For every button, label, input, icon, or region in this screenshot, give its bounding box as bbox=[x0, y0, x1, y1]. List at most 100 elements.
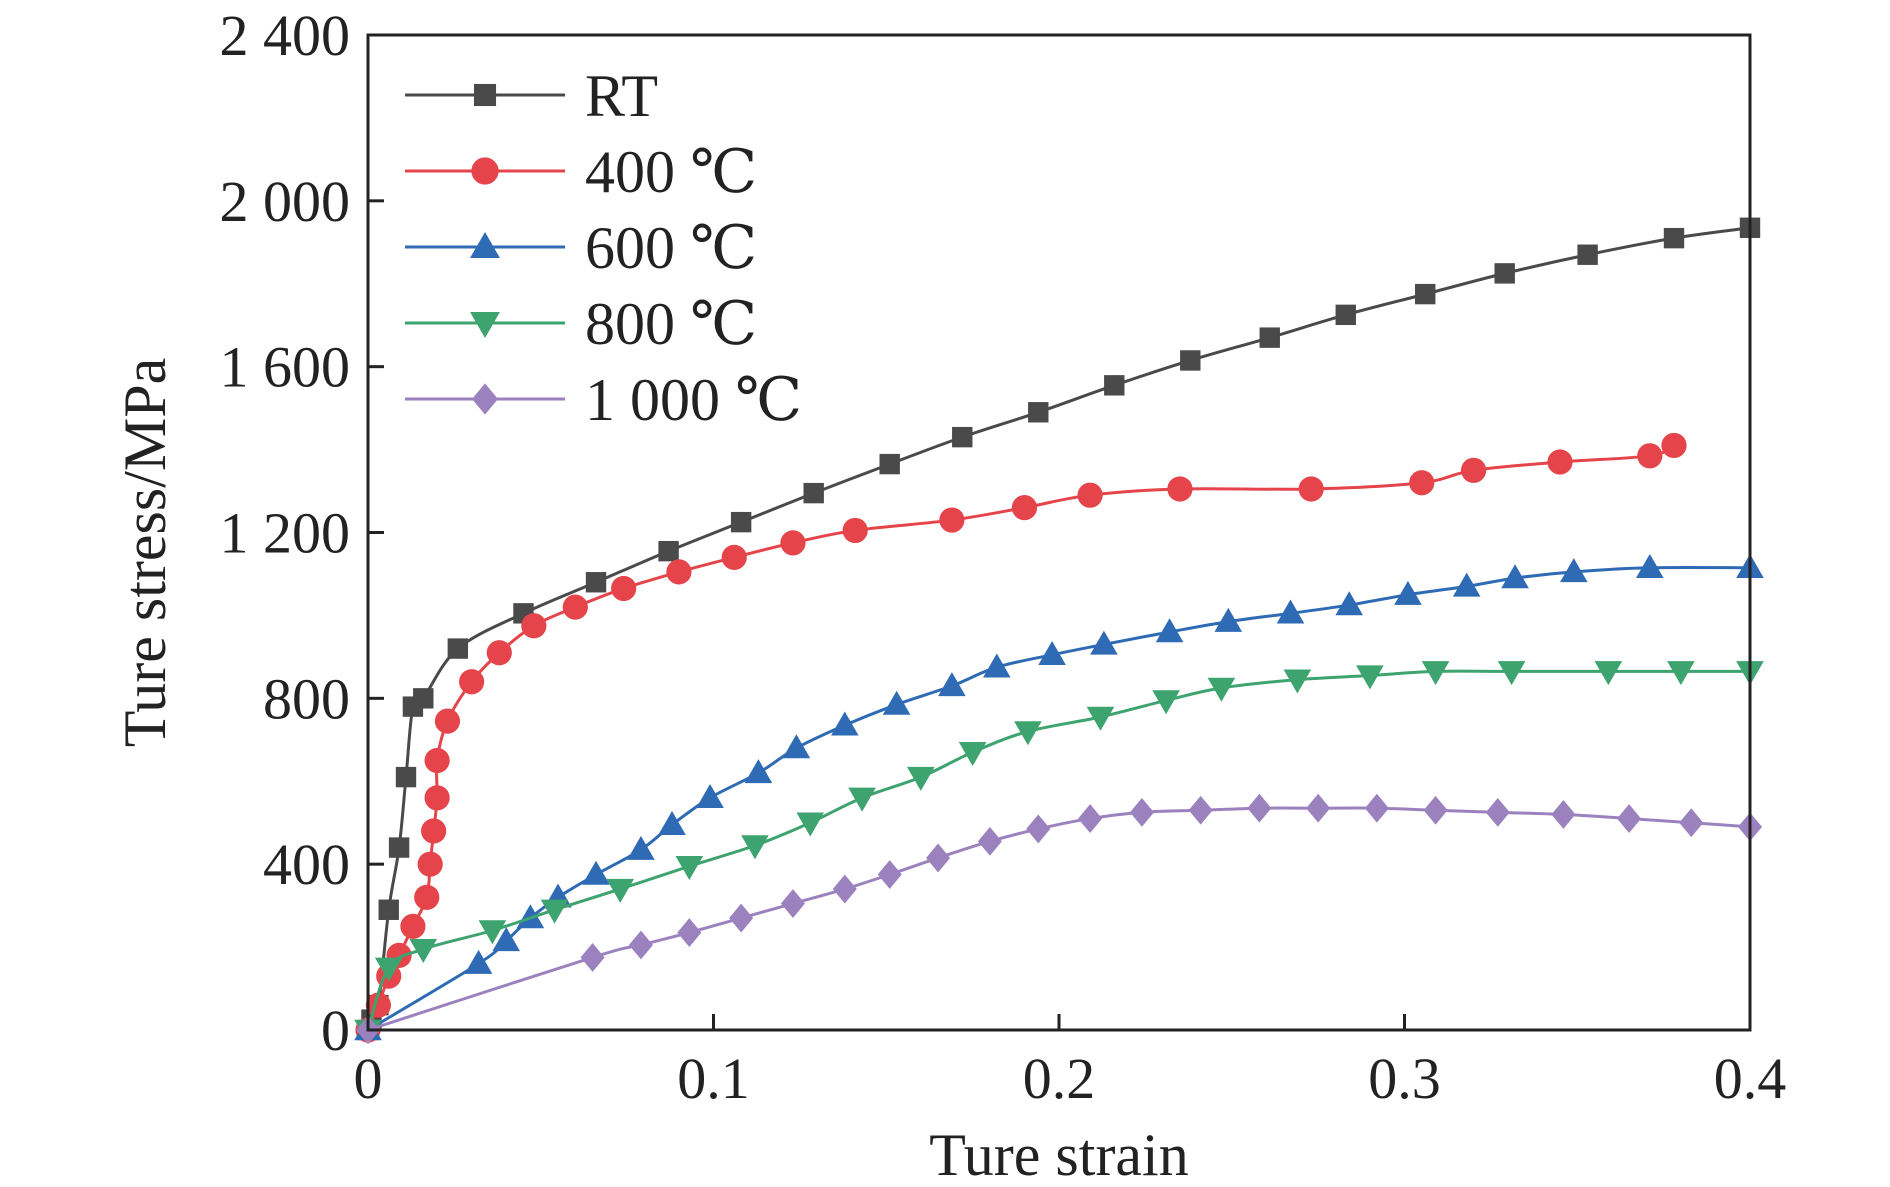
data-point bbox=[1026, 814, 1051, 844]
data-point bbox=[939, 507, 965, 533]
data-point bbox=[424, 747, 450, 774]
data-point bbox=[1078, 804, 1103, 833]
data-point bbox=[1394, 580, 1422, 605]
data-point bbox=[666, 559, 692, 585]
data-point bbox=[516, 904, 545, 929]
data-point bbox=[977, 826, 1002, 856]
data-point bbox=[1086, 706, 1115, 731]
legend-marker bbox=[471, 157, 499, 185]
data-point bbox=[1409, 470, 1435, 496]
data-point bbox=[1637, 443, 1663, 469]
data-point bbox=[486, 640, 512, 666]
data-point bbox=[1155, 618, 1184, 643]
data-point bbox=[521, 613, 547, 639]
legend-item: 400 ℃ bbox=[405, 139, 757, 205]
legend-item: 800 ℃ bbox=[405, 291, 757, 357]
data-point bbox=[1188, 795, 1213, 825]
data-point bbox=[1152, 690, 1180, 715]
data-point bbox=[447, 638, 469, 659]
data-point bbox=[952, 426, 973, 448]
data-point bbox=[1551, 800, 1576, 829]
legend-item: 1 000 ℃ bbox=[405, 367, 802, 433]
data-point bbox=[628, 930, 653, 960]
data-point bbox=[378, 899, 399, 920]
data-point bbox=[658, 540, 679, 562]
x-tick-label: 0.2 bbox=[1023, 1046, 1096, 1111]
data-point bbox=[1011, 495, 1038, 521]
data-point bbox=[1663, 227, 1685, 249]
y-tick-label: 2 000 bbox=[220, 169, 351, 234]
data-point bbox=[1636, 553, 1664, 578]
data-point bbox=[374, 957, 403, 982]
data-point bbox=[842, 517, 868, 544]
data-point bbox=[1247, 793, 1272, 823]
data-point bbox=[388, 837, 410, 858]
data-point bbox=[611, 575, 637, 602]
data-point bbox=[830, 711, 859, 736]
data-point bbox=[1306, 793, 1331, 823]
data-point bbox=[540, 899, 569, 924]
data-point bbox=[803, 482, 824, 504]
data-point bbox=[1335, 591, 1364, 616]
data-point bbox=[1594, 661, 1623, 686]
data-point bbox=[1276, 599, 1305, 624]
data-point bbox=[395, 766, 417, 788]
data-point bbox=[1090, 630, 1118, 655]
data-point bbox=[413, 688, 434, 709]
data-point bbox=[780, 889, 805, 918]
data-point bbox=[414, 884, 440, 910]
data-point bbox=[907, 766, 935, 791]
data-point bbox=[434, 708, 461, 734]
series-2 bbox=[354, 553, 1764, 1041]
y-axis: 0 400 800 1 200 1 600 2 000 2 400 bbox=[220, 3, 384, 1063]
data-point bbox=[562, 594, 588, 620]
y-tick-label: 1 200 bbox=[220, 501, 351, 566]
data-point bbox=[1497, 661, 1526, 686]
y-tick-label: 800 bbox=[263, 666, 350, 731]
data-point bbox=[744, 759, 773, 784]
data-point bbox=[877, 860, 902, 889]
data-point bbox=[464, 949, 493, 974]
data-point bbox=[459, 669, 485, 695]
data-point bbox=[492, 927, 520, 952]
data-point bbox=[1356, 665, 1384, 690]
data-point bbox=[424, 785, 450, 811]
data-point bbox=[1028, 402, 1049, 423]
data-point bbox=[1617, 804, 1642, 833]
data-point bbox=[696, 784, 724, 809]
data-point bbox=[478, 920, 507, 945]
x-tick-label: 0.3 bbox=[1368, 1046, 1441, 1111]
series-1 bbox=[355, 432, 1687, 1043]
data-point bbox=[675, 856, 704, 881]
data-point bbox=[582, 860, 610, 885]
data-point bbox=[627, 835, 655, 860]
data-point bbox=[1679, 808, 1704, 838]
data-point bbox=[879, 453, 900, 475]
legend-marker bbox=[470, 311, 500, 338]
data-point bbox=[1335, 304, 1356, 326]
data-point bbox=[1214, 607, 1243, 632]
data-point bbox=[848, 787, 876, 812]
data-point bbox=[1661, 432, 1687, 459]
data-point bbox=[677, 918, 702, 947]
data-point bbox=[1259, 327, 1280, 348]
data-point bbox=[1364, 793, 1389, 823]
data-point bbox=[1298, 476, 1324, 502]
data-point bbox=[1421, 661, 1450, 686]
data-point bbox=[721, 544, 747, 570]
data-point bbox=[1207, 677, 1236, 702]
data-point bbox=[730, 511, 752, 533]
x-tick-label: 0 bbox=[354, 1046, 383, 1111]
y-tick-label: 2 400 bbox=[220, 3, 351, 68]
data-point bbox=[1423, 795, 1448, 825]
data-point bbox=[780, 530, 806, 556]
data-point bbox=[1167, 476, 1193, 502]
x-axis: 0 0.1 0.2 0.3 0.4 bbox=[354, 1014, 1786, 1111]
legend-marker bbox=[473, 83, 497, 107]
data-point bbox=[832, 874, 857, 904]
legend-label: 800 ℃ bbox=[585, 291, 757, 357]
data-point bbox=[1547, 449, 1573, 475]
legend-item: 600 ℃ bbox=[405, 215, 757, 281]
